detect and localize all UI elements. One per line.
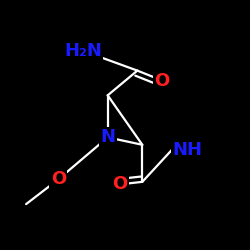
Text: NH: NH (172, 141, 202, 159)
Text: N: N (100, 128, 115, 146)
Text: O: O (112, 175, 128, 193)
Text: H₂N: H₂N (64, 42, 102, 60)
Text: O: O (154, 72, 170, 90)
Text: O: O (50, 170, 66, 188)
